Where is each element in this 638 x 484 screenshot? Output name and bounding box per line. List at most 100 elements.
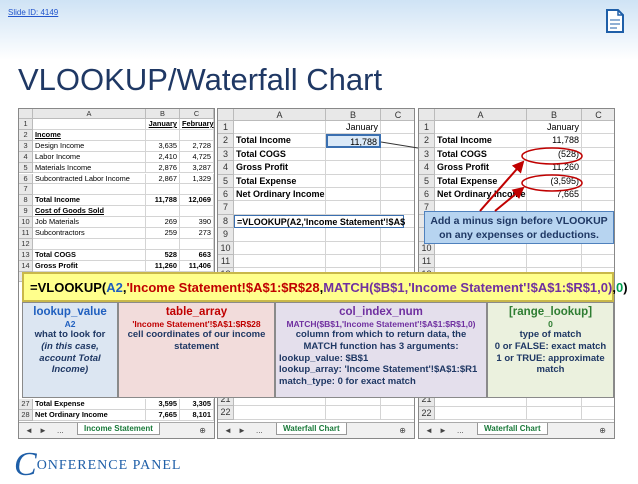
- tab-nav[interactable]: ◄: [224, 426, 232, 435]
- row-header: 2: [218, 134, 234, 148]
- row-header: 6: [19, 173, 33, 185]
- cell: 2,876: [146, 162, 180, 174]
- tab-nav[interactable]: ►: [238, 426, 246, 435]
- cell: 663: [180, 249, 214, 261]
- row-header: 1: [218, 121, 234, 135]
- cell: [582, 393, 614, 407]
- header-band: [0, 0, 638, 60]
- cell: 2,867: [146, 173, 180, 185]
- cell: Subcontractors: [33, 228, 146, 239]
- formula-part: ): [623, 280, 628, 295]
- row-header: 28: [19, 409, 33, 421]
- sheet-tab[interactable]: Waterfall Chart: [477, 423, 548, 435]
- argument-name: col_index_num: [339, 306, 423, 318]
- tab-nav[interactable]: ◄: [425, 426, 433, 435]
- cell: [381, 406, 414, 420]
- tab-bar: ◄ ►... Income Statement ⊕: [19, 422, 214, 438]
- cell: Total Income: [234, 134, 326, 148]
- cell: [527, 255, 582, 269]
- cell: Total COGS: [33, 249, 146, 261]
- tab-nav[interactable]: ...: [57, 426, 64, 435]
- cell: [146, 206, 180, 218]
- row-header: 8: [218, 214, 234, 229]
- cell: Design Income: [33, 140, 146, 152]
- column-header: C: [381, 109, 414, 121]
- callout: Add a minus sign before VLOOKUP on any ex…: [424, 211, 614, 244]
- cell: [326, 161, 381, 175]
- row-header: 2: [19, 129, 33, 141]
- argument-text: column from which to return data, the MA…: [295, 329, 467, 352]
- cell: [326, 241, 381, 255]
- cell: Job Materials: [33, 217, 146, 228]
- sheet-tab[interactable]: Waterfall Chart: [276, 423, 347, 435]
- row-header: 4: [419, 161, 435, 175]
- row-header: 5: [19, 162, 33, 174]
- row-header: 12: [19, 238, 33, 250]
- row-header: 9: [19, 206, 33, 218]
- argument-text: A2: [64, 319, 76, 330]
- cell: [326, 255, 381, 269]
- cell: 273: [180, 228, 214, 239]
- column-header: C: [180, 109, 214, 119]
- cell: [381, 255, 414, 269]
- cell: [582, 121, 614, 135]
- formula-part: ,: [122, 280, 127, 295]
- column-header: B: [326, 109, 381, 121]
- cell: January: [527, 121, 582, 135]
- cell: [582, 134, 614, 148]
- tab-nav[interactable]: ...: [457, 426, 464, 435]
- cell: [234, 201, 326, 215]
- row-header: 1: [419, 121, 435, 135]
- tab-nav[interactable]: ◄: [25, 426, 33, 435]
- cell: [582, 148, 614, 162]
- cell: 2,410: [146, 151, 180, 163]
- cell: [326, 147, 381, 162]
- sheet-tab[interactable]: Income Statement: [77, 423, 160, 435]
- cell: 390: [180, 217, 214, 228]
- cell: 11,788: [527, 134, 582, 148]
- argument-text: cell coordinates of our income statement: [127, 329, 266, 352]
- cell: [180, 184, 214, 196]
- cell: [234, 393, 326, 407]
- row-header: 11: [19, 228, 33, 239]
- tab-nav[interactable]: ►: [39, 426, 47, 435]
- cell: Cost of Goods Sold: [33, 206, 146, 218]
- formula-part: =VLOOKUP(: [30, 280, 107, 295]
- cell: 3,635: [146, 140, 180, 152]
- tab-nav[interactable]: ⊕: [399, 426, 406, 435]
- cell: 11,406: [180, 260, 214, 272]
- argument-box: lookup_value A2 what to look for (in this c…: [22, 302, 118, 398]
- row-header: 13: [19, 249, 33, 261]
- cell: 11,260: [146, 260, 180, 272]
- cell: [527, 241, 582, 255]
- cell: [582, 161, 614, 175]
- cell: 2,728: [180, 140, 214, 152]
- document-icon: [606, 9, 624, 33]
- row-header: 4: [218, 161, 234, 175]
- row-header: 22: [218, 406, 234, 420]
- cell: [381, 242, 414, 255]
- cell: Total COGS: [435, 147, 527, 162]
- cell: [381, 121, 414, 135]
- argument-text: what to look for: [34, 329, 106, 341]
- cell: 11,788: [326, 134, 381, 148]
- tab-nav[interactable]: ⊕: [599, 426, 606, 435]
- cell: [582, 255, 614, 269]
- column-header: A: [234, 109, 326, 121]
- argument-text: lookup_array: 'Income Statement'!$A$1:$R…: [279, 364, 478, 376]
- cell: [234, 406, 326, 420]
- logo-text: PANEL: [132, 458, 182, 474]
- cell: [234, 241, 326, 255]
- formula-part: A2: [106, 280, 123, 295]
- row-header: 1: [19, 119, 33, 130]
- argument-box: table_array 'Income Statement'!$A$1:$R$28…: [118, 302, 275, 398]
- cell: =VLOOKUP(A2,'Income Statement'!$A$: [234, 214, 405, 229]
- tab-nav[interactable]: ...: [256, 426, 263, 435]
- tab-nav[interactable]: ⊕: [199, 426, 206, 435]
- slide-id[interactable]: Slide ID: 4149: [8, 8, 59, 17]
- cell: 1,329: [180, 173, 214, 185]
- tab-nav[interactable]: ►: [439, 426, 447, 435]
- corner: [218, 109, 234, 121]
- argument-name: [range_lookup]: [508, 306, 593, 318]
